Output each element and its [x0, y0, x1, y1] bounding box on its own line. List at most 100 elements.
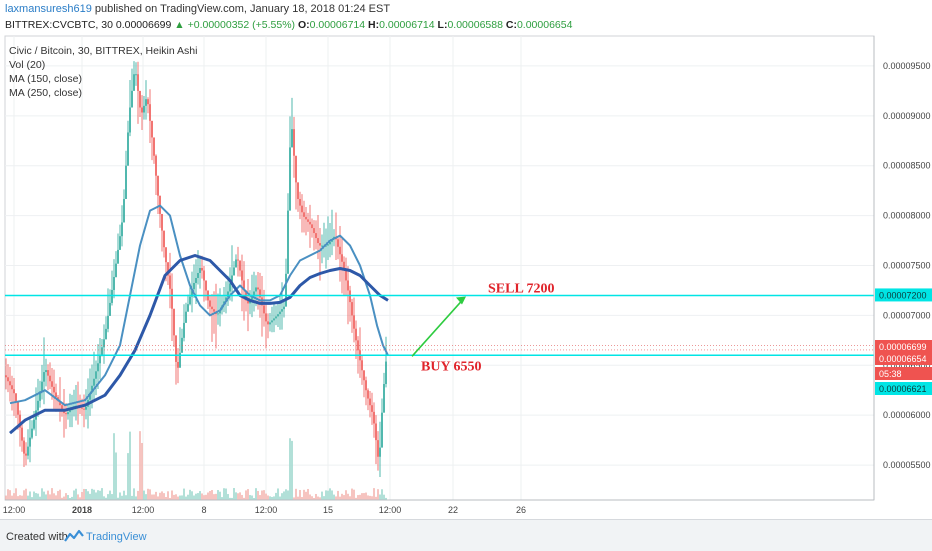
volume-bar	[173, 494, 175, 500]
x-tick-label: 12:00	[132, 505, 155, 515]
candle-body	[183, 322, 185, 338]
candle-body	[237, 259, 239, 261]
candle-body	[61, 405, 63, 410]
candle-body	[123, 198, 125, 223]
candle-body	[139, 90, 141, 108]
candle-body	[349, 290, 351, 303]
candle-body	[175, 335, 177, 362]
candle-body	[345, 270, 347, 281]
volume-bar	[219, 491, 221, 500]
volume-bar	[297, 496, 299, 500]
volume-bar	[215, 493, 217, 500]
volume-bar	[343, 495, 345, 500]
volume-bar	[117, 497, 119, 500]
volume-bar	[207, 492, 209, 500]
last-price: 0.00006699	[115, 19, 172, 31]
volume-bar	[277, 488, 279, 500]
candle-body	[101, 347, 103, 356]
volume-bar	[53, 493, 55, 500]
candle-body	[347, 280, 349, 291]
candle-body	[291, 129, 293, 148]
candle-body	[89, 392, 91, 400]
close-value: 0.00006654	[516, 19, 573, 31]
candle-body	[337, 239, 339, 247]
legend-vol[interactable]: Vol (20)	[9, 59, 46, 71]
candle-body	[95, 371, 97, 379]
volume-bar	[187, 494, 189, 500]
volume-bar	[137, 490, 139, 500]
candle-body	[283, 306, 285, 310]
volume-bar	[285, 489, 287, 500]
candle-body	[31, 428, 33, 438]
volume-bar	[41, 488, 43, 500]
candle-body	[91, 385, 93, 393]
candle-body	[231, 275, 233, 284]
volume-bar	[291, 440, 293, 500]
candle-body	[41, 381, 43, 392]
publish-text: published on TradingView.com, January 18…	[94, 3, 391, 15]
volume-bar	[17, 496, 19, 500]
candle-body	[15, 393, 17, 402]
candle-body	[143, 105, 145, 113]
volume-bar	[157, 496, 159, 500]
candle-body	[39, 391, 41, 401]
volume-bar	[111, 494, 113, 500]
candle-body	[127, 132, 129, 166]
volume-bar	[95, 492, 97, 500]
volume-bar	[245, 490, 247, 500]
volume-bar	[349, 496, 351, 500]
volume-bar	[299, 489, 301, 500]
volume-bar	[193, 495, 195, 500]
volume-bar	[55, 495, 57, 500]
candle-body	[267, 321, 269, 325]
legend-main[interactable]: Civic / Bitcoin, 30, BITTREX, Heikin Ash…	[9, 45, 198, 57]
volume-bars	[5, 431, 387, 500]
symbol: BITTREX:CVCBTC, 30	[5, 19, 113, 31]
candle-body	[153, 137, 155, 156]
y-tick-label: 0.00006000	[883, 410, 931, 420]
annotation-label: BUY 6550	[421, 359, 482, 374]
volume-bar	[113, 433, 115, 500]
brand-link[interactable]: TradingView	[86, 531, 147, 543]
price-marker	[875, 288, 932, 302]
volume-bar	[129, 431, 131, 500]
volume-bar	[311, 496, 313, 500]
candle-body	[235, 259, 237, 268]
volume-bar	[269, 496, 271, 500]
candle-body	[261, 297, 263, 306]
x-tick-label: 15	[323, 505, 333, 515]
volume-bar	[21, 495, 23, 500]
volume-bar	[229, 497, 231, 500]
candle-body	[311, 224, 313, 229]
legend-ma250[interactable]: MA (250, close)	[9, 87, 82, 99]
price-marker-label: 0.00006699	[879, 342, 927, 352]
candle-body	[297, 182, 299, 199]
candle-body	[51, 381, 53, 387]
candle-body	[279, 311, 281, 315]
legend-ma150[interactable]: MA (150, close)	[9, 73, 82, 85]
candle-body	[165, 247, 167, 263]
candle-body	[225, 297, 227, 302]
volume-bar	[225, 488, 227, 500]
candle-body	[233, 267, 235, 276]
candle-body	[99, 355, 101, 364]
ohlc-line: BITTREX:CVCBTC, 30 0.00006699 ▲ +0.00000…	[5, 19, 573, 31]
y-tick-label: 0.00009500	[883, 61, 931, 71]
candle-body	[55, 392, 57, 398]
arrow-icon	[411, 298, 464, 357]
price-marker	[875, 382, 932, 395]
candle-body	[161, 213, 163, 231]
author-link[interactable]: laxmansuresh619	[5, 3, 92, 15]
volume-bar	[155, 491, 157, 500]
candle-body	[357, 340, 359, 351]
candle-body	[191, 289, 193, 297]
footer: Created with TradingView	[0, 519, 932, 551]
volume-bar	[381, 489, 383, 500]
volume-bar	[161, 491, 163, 500]
volume-bar	[59, 489, 61, 500]
candle-body	[341, 254, 343, 262]
candle-body	[85, 406, 87, 410]
publish-info: laxmansuresh619 published on TradingView…	[5, 3, 390, 15]
volume-bar	[31, 497, 33, 500]
